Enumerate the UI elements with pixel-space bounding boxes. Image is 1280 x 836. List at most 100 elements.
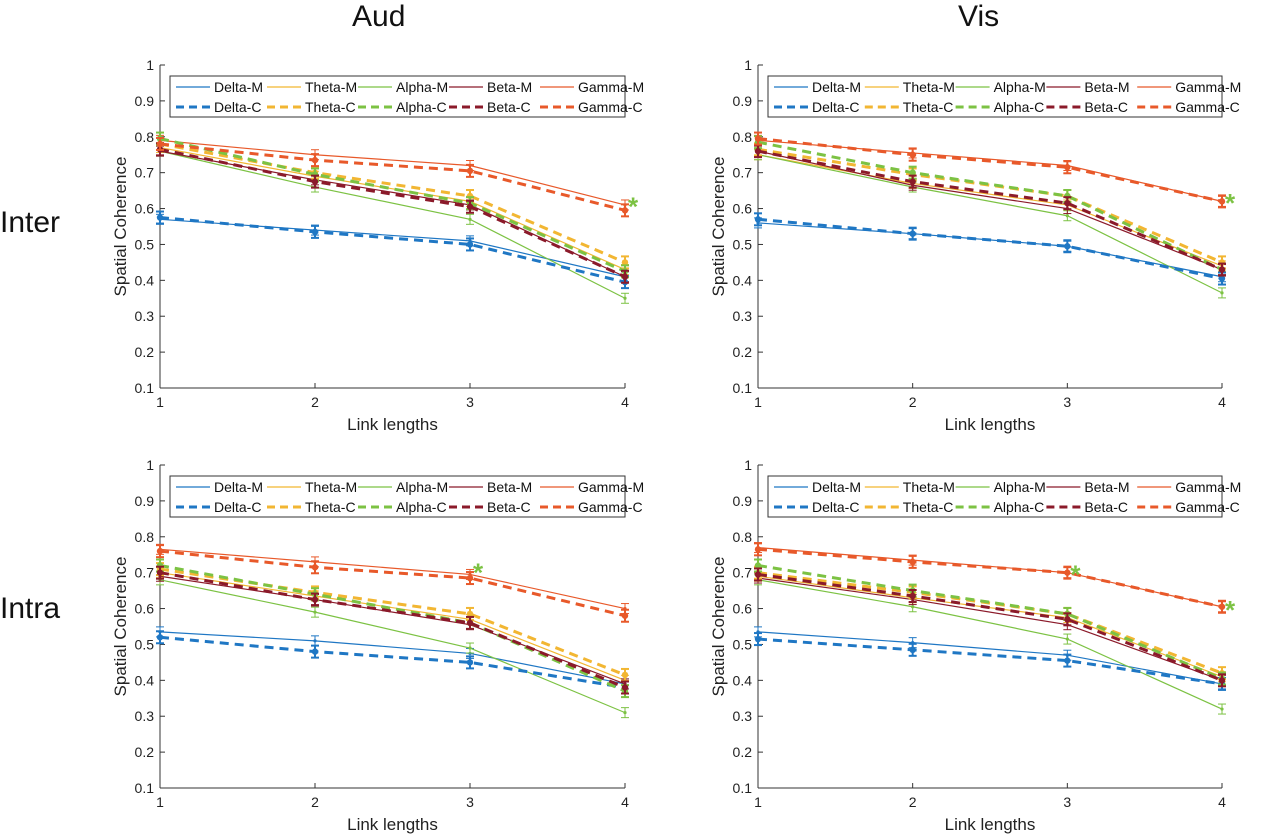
series-line [757, 137, 1223, 203]
legend-item-alpha-c: Alpha-C [955, 99, 1044, 115]
legend-label: Gamma-M [578, 79, 644, 95]
y-tick-label: 0.1 [135, 780, 155, 796]
y-tick-label: 0.4 [135, 672, 155, 688]
series-line [757, 217, 1223, 281]
legend-label: Gamma-C [1175, 499, 1240, 515]
series-line [159, 571, 626, 689]
legend-item-gamma-m: Gamma-M [540, 79, 644, 95]
y-tick-label: 0.3 [135, 708, 155, 724]
series-line [757, 222, 1223, 278]
series-line [757, 149, 1223, 271]
series-line [159, 147, 626, 279]
series-line [757, 139, 1223, 202]
series-line [159, 142, 626, 212]
x-tick-label: 1 [156, 394, 164, 410]
y-tick-label: 1 [744, 457, 752, 473]
legend-label: Theta-C [305, 99, 356, 115]
legend-label: Beta-C [1084, 99, 1128, 115]
y-tick-label: 0.9 [135, 493, 155, 509]
y-tick-label: 0.9 [733, 493, 753, 509]
series-line [159, 150, 626, 299]
data-point [1218, 603, 1226, 610]
y-tick-label: 0.3 [135, 308, 155, 324]
data-point [1220, 291, 1224, 295]
series-line [757, 154, 1223, 294]
chart-panel-2: 0.1 0.2 0.3 0.4 0.5 0.6 0.7 0.8 0.9 1 1 2 3 4 Link len… [709, 57, 1241, 434]
data-point [754, 562, 762, 569]
y-tick-label: 0.8 [733, 129, 753, 145]
legend-item-theta-m: Theta-M [864, 479, 955, 495]
series-line [159, 139, 626, 206]
data-point [621, 671, 629, 679]
data-point [1064, 164, 1071, 171]
y-tick-label: 0.9 [135, 93, 155, 109]
data-point [1218, 275, 1226, 282]
y-tick-label: 0.7 [135, 165, 155, 181]
legend-item-theta-c: Theta-C [267, 99, 356, 115]
data-point [754, 571, 762, 578]
y-tick-label: 1 [146, 57, 154, 73]
data-point [313, 639, 317, 643]
series-line [159, 146, 626, 271]
significance-marker: * [1225, 595, 1236, 625]
x-tick-label: 1 [156, 794, 164, 810]
chart-panel-4: 0.1 0.2 0.3 0.4 0.5 0.6 0.7 0.8 0.9 1 1 2 3 4 Link len… [709, 457, 1241, 834]
data-point [466, 241, 474, 248]
data-point [1064, 243, 1071, 250]
legend-item-delta-m: Delta-M [176, 479, 263, 495]
legend-label: Alpha-M [396, 479, 448, 495]
data-point [909, 230, 916, 237]
legend-item-alpha-m: Alpha-M [955, 479, 1046, 495]
data-point [754, 546, 762, 553]
series-line [757, 572, 1223, 682]
y-tick-label: 0.2 [135, 744, 155, 760]
y-tick-label: 0.1 [135, 380, 155, 396]
series-line [757, 154, 1223, 267]
y-axis-label: Spatial Coherence [709, 557, 728, 697]
data-point [1064, 616, 1071, 623]
series-line [159, 216, 626, 284]
series-line [159, 150, 626, 278]
y-tick-label: 0.2 [733, 344, 753, 360]
legend-label: Theta-M [903, 479, 955, 495]
series-line [757, 637, 1223, 686]
significance-marker: * [1070, 559, 1081, 589]
series-beta-c [156, 565, 629, 695]
data-point [621, 273, 629, 280]
data-point [311, 178, 319, 185]
series-alpha-m [156, 574, 629, 719]
series-line [757, 140, 1223, 271]
legend-label: Alpha-M [994, 479, 1046, 495]
legend-item-gamma-m: Gamma-M [540, 479, 644, 495]
legend-item-theta-m: Theta-M [864, 79, 955, 95]
legend-item-beta-c: Beta-C [1046, 499, 1128, 515]
y-tick-label: 0.6 [135, 601, 155, 617]
significance-marker: * [1225, 188, 1236, 218]
legend-item-alpha-c: Alpha-C [358, 99, 447, 115]
legend-item-delta-c: Delta-C [176, 499, 261, 515]
legend-item-beta-m: Beta-M [449, 479, 532, 495]
legend-label: Gamma-C [578, 99, 643, 115]
y-tick-label: 0.4 [733, 272, 753, 288]
x-tick-label: 2 [311, 394, 319, 410]
legend-label: Delta-M [214, 479, 263, 495]
legend-label: Theta-C [903, 99, 954, 115]
legend: Delta-M Theta-M Alpha-M Beta-M Gamma-M Delta-… [767, 475, 1241, 518]
series-line [159, 631, 626, 685]
y-axis-label: Spatial Coherence [111, 157, 130, 297]
data-point [1218, 198, 1226, 205]
legend-item-alpha-c: Alpha-C [955, 499, 1044, 515]
series-delta-m [754, 626, 1226, 690]
series-delta-c [754, 632, 1226, 691]
x-tick-label: 3 [466, 394, 474, 410]
series-gamma-c [156, 136, 629, 218]
legend-label: Delta-M [214, 79, 263, 95]
column-title-vis: Vis [958, 0, 1000, 33]
data-point [621, 207, 629, 214]
legend-label: Gamma-M [1175, 79, 1241, 95]
data-point [909, 178, 916, 185]
x-tick-label: 4 [621, 794, 629, 810]
legend-item-gamma-m: Gamma-M [1137, 79, 1241, 95]
data-point [623, 711, 627, 715]
x-tick-label: 4 [1218, 394, 1226, 410]
